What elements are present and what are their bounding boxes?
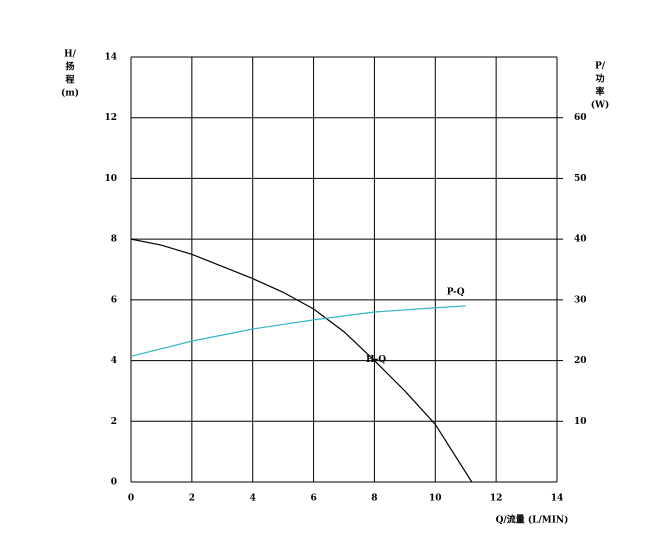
y-tick-label: 2 — [111, 417, 117, 427]
y2-axis-label: (W) — [591, 100, 610, 111]
x-tick-label: 2 — [189, 494, 195, 504]
x-tick-label: 4 — [250, 494, 256, 504]
y-tick-label: 14 — [104, 53, 117, 63]
y2-tick-label: 40 — [574, 235, 587, 245]
y-axis-label: 扬 — [65, 61, 74, 73]
x-axis-label: Q/流量 (L/MIN) — [496, 514, 569, 526]
y-tick-label: 8 — [111, 235, 117, 245]
y2-tick-label: 60 — [574, 113, 587, 123]
y2-tick-label: 30 — [574, 295, 587, 305]
curve-label: H-Q — [366, 355, 386, 365]
y-tick-label: 6 — [111, 295, 117, 305]
y-axis-label: 程 — [65, 74, 74, 86]
y2-tick-label: 10 — [574, 417, 587, 427]
y2-tick-label: 50 — [574, 174, 587, 184]
y-tick-label: 10 — [104, 174, 117, 184]
y-axis-label: (m) — [61, 88, 79, 99]
x-tick-label: 8 — [371, 494, 377, 504]
x-tick-label: 0 — [128, 494, 134, 504]
x-tick-label: 10 — [429, 494, 442, 504]
y2-axis-label: P/ — [595, 62, 606, 72]
x-tick-label: 14 — [551, 494, 564, 504]
curve — [130, 238, 473, 483]
x-tick-label: 6 — [310, 494, 316, 504]
y2-tick-label: 20 — [574, 356, 587, 366]
curve-label: P-Q — [447, 287, 465, 297]
y-tick-label: 0 — [111, 478, 117, 488]
y-tick-label: 12 — [104, 113, 117, 123]
x-tick-label: 12 — [490, 494, 503, 504]
y2-axis-label: 率 — [595, 86, 604, 98]
y-axis-label: H/ — [64, 50, 77, 60]
y2-axis-label: 功 — [595, 73, 604, 85]
y-tick-label: 4 — [111, 356, 117, 366]
curve — [130, 305, 466, 357]
